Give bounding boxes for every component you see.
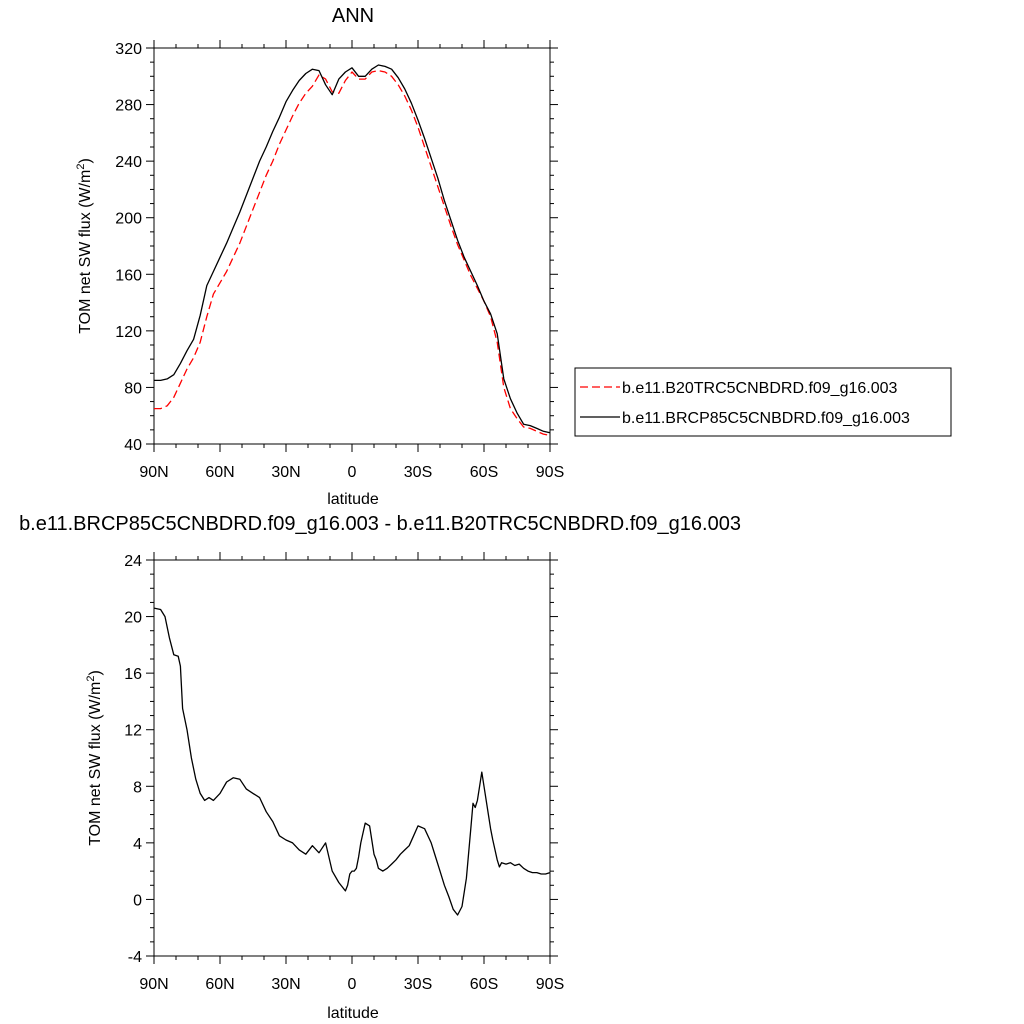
plot-frame — [153, 47, 551, 445]
y-axis-label: TOM net SW flux (W/m2) — [85, 670, 104, 846]
x-tick-label: 30S — [404, 976, 432, 993]
x-tick-label: 90N — [139, 976, 168, 993]
plot-frame — [153, 559, 551, 957]
x-tick-label: 30S — [404, 464, 432, 481]
y-axis-label: TOM net SW flux (W/m2) — [75, 158, 94, 334]
y-tick-label: 16 — [124, 666, 142, 683]
legend-label: b.e11.BRCP85C5CNBDRD.f09_g16.003 — [622, 410, 910, 427]
x-tick-label: 90N — [139, 464, 168, 481]
y-tick-label: 80 — [124, 380, 142, 397]
y-tick-label: 160 — [115, 267, 142, 284]
y-tick-label: 120 — [115, 324, 142, 341]
chart-difference: b.e11.BRCP85C5CNBDRD.f09_g16.003 - b.e11… — [19, 513, 741, 1022]
chart-annual-flux: ANN 40 80 120 160 200 240 280 320 90N 60N 30N 0 30S… — [75, 5, 952, 508]
legend-label: b.e11.B20TRC5CNBDRD.f09_g16.003 — [622, 380, 898, 397]
legend: b.e11.B20TRC5CNBDRD.f09_g16.003 b.e11.BR… — [574, 367, 952, 437]
series-line-0 — [153, 607, 551, 916]
y-tick-label: 8 — [133, 779, 142, 796]
x-tick-label: 90S — [536, 464, 564, 481]
x-tick-label: 0 — [348, 464, 357, 481]
chart-title: ANN — [332, 5, 374, 27]
x-tick-label: 60N — [205, 464, 234, 481]
x-axis-label: latitude — [327, 1005, 379, 1022]
x-tick-label: 60N — [205, 976, 234, 993]
x-tick-label: 30N — [271, 976, 300, 993]
y-tick-label: -4 — [128, 949, 142, 966]
chart-title: b.e11.BRCP85C5CNBDRD.f09_g16.003 - b.e11… — [19, 513, 741, 535]
y-tick-label: 320 — [115, 41, 142, 58]
y-tick-label: 0 — [133, 892, 142, 909]
x-tick-label: 30N — [271, 464, 300, 481]
y-tick-label: 200 — [115, 211, 142, 228]
x-tick-label: 60S — [470, 464, 498, 481]
x-axis-label: latitude — [327, 491, 379, 508]
y-tick-label: 24 — [124, 553, 142, 570]
x-tick-label: 0 — [348, 976, 357, 993]
x-tick-label: 90S — [536, 976, 564, 993]
series-line-1 — [154, 64, 551, 434]
y-tick-label: 240 — [115, 154, 142, 171]
y-tick-label: 20 — [124, 610, 142, 627]
legend-box — [574, 367, 952, 437]
x-tick-label: 60S — [470, 976, 498, 993]
y-tick-label: 40 — [124, 437, 142, 454]
y-tick-label: 280 — [115, 98, 142, 115]
y-tick-label: 4 — [133, 836, 142, 853]
series-line-0 — [154, 69, 551, 437]
y-tick-label: 12 — [124, 723, 142, 740]
